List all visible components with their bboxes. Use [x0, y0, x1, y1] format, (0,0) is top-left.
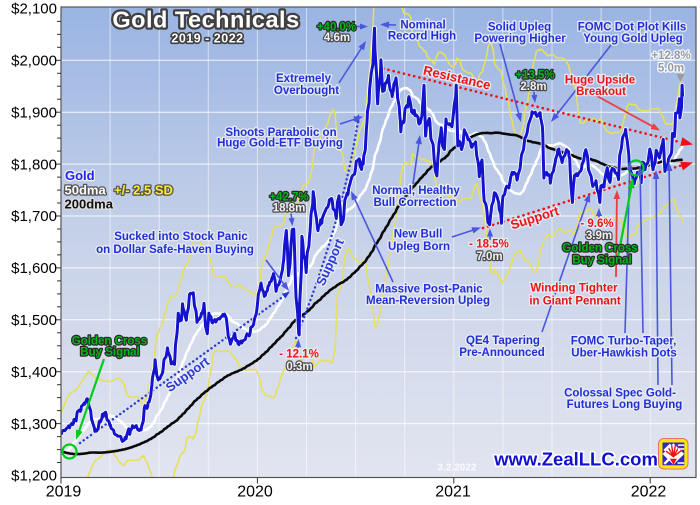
svg-text:$1,200: $1,200 — [11, 468, 57, 485]
svg-text:$1,700: $1,700 — [11, 208, 57, 225]
svg-text:Colossal Spec Gold-: Colossal Spec Gold- — [564, 388, 676, 400]
svg-text:Breakout: Breakout — [576, 86, 626, 98]
svg-text:Massive Post-Panic: Massive Post-Panic — [375, 284, 483, 296]
svg-text:$1,300: $1,300 — [11, 416, 57, 433]
svg-text:Gold Technicals: Gold Technicals — [112, 7, 299, 33]
svg-text:2021: 2021 — [435, 484, 471, 501]
svg-text:4.6m: 4.6m — [324, 32, 350, 44]
svg-text:Solid Upleg: Solid Upleg — [488, 21, 551, 33]
svg-text:$2,000: $2,000 — [11, 53, 57, 70]
svg-text:+/- 2.5 SD: +/- 2.5 SD — [114, 183, 173, 198]
svg-text:FOMC Turbo-Taper,: FOMC Turbo-Taper, — [571, 335, 677, 347]
svg-text:Golden Cross: Golden Cross — [562, 243, 637, 255]
svg-text:on Dollar Safe-Haven Buying: on Dollar Safe-Haven Buying — [96, 244, 254, 256]
svg-text:+42.7%: +42.7% — [269, 191, 308, 203]
svg-text:Uber-Hawkish Dots: Uber-Hawkish Dots — [571, 348, 676, 360]
svg-text:FOMC Dot Plot Kills: FOMC Dot Plot Kills — [578, 21, 687, 33]
svg-text:Nominal: Nominal — [400, 19, 445, 31]
svg-text:Huge Gold-ETF Buying: Huge Gold-ETF Buying — [217, 138, 343, 150]
svg-text:3.2.2022: 3.2.2022 — [438, 463, 477, 474]
svg-text:Upleg Born: Upleg Born — [388, 241, 450, 253]
svg-text:in Giant Pennant: in Giant Pennant — [529, 296, 621, 308]
svg-text:7.0m: 7.0m — [476, 251, 502, 263]
svg-text:2.8m: 2.8m — [520, 81, 546, 93]
svg-text:$1,600: $1,600 — [11, 260, 57, 277]
svg-text:$2,100: $2,100 — [11, 1, 57, 18]
svg-text:Record High: Record High — [388, 31, 456, 43]
svg-text:Mean-Reversion Upleg: Mean-Reversion Upleg — [366, 295, 490, 307]
svg-text:2022: 2022 — [631, 484, 667, 501]
svg-text:3.9m: 3.9m — [586, 230, 612, 242]
svg-text:5.0m: 5.0m — [658, 63, 684, 75]
svg-text:200dma: 200dma — [65, 197, 114, 212]
svg-text:Buy Signal: Buy Signal — [80, 347, 139, 359]
svg-text:+12.8%: +12.8% — [651, 50, 690, 62]
svg-text:Normal, Healthy: Normal, Healthy — [372, 185, 460, 197]
svg-text:$1,900: $1,900 — [11, 104, 57, 121]
svg-text:50dma: 50dma — [65, 183, 107, 198]
svg-text:- 12.1%: - 12.1% — [279, 349, 319, 361]
svg-text:Gold: Gold — [65, 168, 95, 183]
svg-text:Winding Tighter: Winding Tighter — [530, 283, 618, 295]
svg-text:Sucked into Stock Panic: Sucked into Stock Panic — [114, 231, 248, 243]
svg-text:$1,400: $1,400 — [11, 364, 57, 381]
svg-text:- 9.6%: - 9.6% — [580, 218, 613, 230]
svg-text:New Bull: New Bull — [394, 229, 443, 241]
svg-text:Extremely: Extremely — [276, 73, 332, 85]
svg-text:$1,500: $1,500 — [11, 312, 57, 329]
svg-text:Buy Signal: Buy Signal — [572, 255, 631, 267]
svg-text:2019: 2019 — [46, 484, 82, 501]
svg-text:Young Gold Upleg: Young Gold Upleg — [583, 33, 682, 45]
svg-text:Pre-Announced: Pre-Announced — [459, 347, 545, 359]
svg-text:www.ZealLLC.com: www.ZealLLC.com — [493, 449, 658, 470]
svg-text:+13.5%: +13.5% — [515, 70, 554, 82]
svg-text:$1,800: $1,800 — [11, 156, 57, 173]
svg-text:Bull Correction: Bull Correction — [373, 197, 456, 209]
svg-text:2019 - 2022: 2019 - 2022 — [171, 32, 243, 46]
svg-text:Futures Long Buying: Futures Long Buying — [567, 399, 683, 411]
svg-text:Huge Upside: Huge Upside — [565, 75, 635, 87]
svg-text:2020: 2020 — [237, 484, 273, 501]
svg-text:QE4 Tapering: QE4 Tapering — [466, 335, 540, 347]
svg-text:Powering Higher: Powering Higher — [474, 33, 566, 45]
svg-text:- 18.5%: - 18.5% — [469, 238, 509, 250]
svg-text:0.3m: 0.3m — [286, 361, 312, 373]
svg-text:18.8m: 18.8m — [273, 203, 306, 215]
svg-text:Overbought: Overbought — [274, 85, 339, 97]
